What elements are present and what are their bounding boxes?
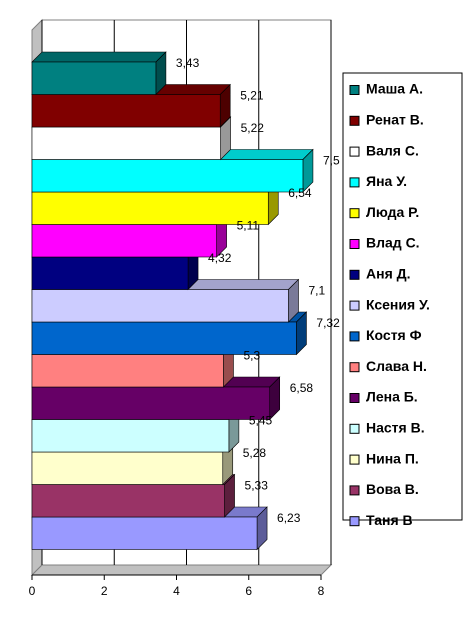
legend-label: Яна У.: [366, 173, 407, 189]
bar: [31, 354, 224, 388]
value-label: 5,21: [240, 89, 264, 103]
legend-label: Нина П.: [366, 450, 419, 466]
value-label: 6,54: [288, 186, 312, 200]
bar: [31, 451, 224, 485]
legend-swatch: [349, 269, 360, 280]
legend-label: Костя Ф: [366, 327, 422, 343]
bar: [31, 159, 304, 193]
value-label: 5,28: [243, 446, 267, 460]
x-tick-label: 6: [245, 584, 252, 598]
floor: [30, 564, 333, 576]
value-label: 5,11: [237, 219, 260, 233]
value-label: 5,33: [245, 479, 269, 493]
value-label: 7,5: [323, 154, 340, 168]
legend-swatch: [349, 146, 360, 157]
x-tick-label: 0: [29, 584, 36, 598]
bar: [31, 61, 157, 95]
legend-label: Влад С.: [366, 235, 420, 251]
legend-label: Аня Д.: [366, 266, 411, 282]
bars: 3,43 5,21 5,22 7,5 6,54 5,11 4,32 7,1 7,32 5,3 6,5…: [31, 51, 340, 551]
bar: [31, 126, 221, 160]
bar-top: [31, 51, 167, 63]
value-label: 7,32: [316, 316, 340, 330]
legend-label: Настя В.: [366, 420, 425, 436]
legend-swatch: [349, 454, 360, 465]
legend-swatch: [349, 177, 360, 188]
legend-label: Ренат В.: [366, 112, 424, 128]
legend-swatch: [349, 85, 360, 95]
bar: [31, 289, 289, 323]
bar: [31, 94, 221, 128]
bar: [31, 386, 271, 420]
value-label: 5,45: [249, 414, 273, 428]
legend-label: Лена Б.: [366, 389, 418, 405]
value-label: 7,1: [308, 284, 325, 298]
bar: [31, 516, 258, 550]
legend-swatch: [349, 239, 360, 249]
legend-swatch: [349, 423, 360, 434]
legend-label: Таня В: [366, 512, 413, 528]
legend-label: Ксения У.: [366, 296, 430, 312]
value-label: 5,3: [243, 349, 260, 363]
bar: [31, 419, 230, 453]
x-tick-label: 2: [101, 584, 108, 598]
legend-swatch: [349, 362, 360, 373]
bar: [31, 191, 269, 225]
value-label: 5,22: [241, 121, 265, 135]
x-tick-label: 8: [318, 584, 325, 598]
value-label: 6,58: [290, 381, 314, 395]
bar: [31, 484, 225, 518]
legend-swatch: [349, 485, 360, 496]
legend-items: Маша А. Ренат В. Валя С. Яна У. Люда Р. Влад …: [349, 81, 430, 528]
legend-label: Маша А.: [366, 81, 423, 97]
x-tick-label: 4: [173, 584, 180, 598]
bar: [31, 224, 217, 258]
bar: [31, 256, 189, 290]
value-label: 3,43: [176, 56, 200, 70]
legend-swatch: [349, 300, 360, 311]
bar: [31, 321, 297, 355]
legend-swatch: [349, 208, 360, 219]
legend-swatch: [349, 331, 360, 342]
legend-label: Валя С.: [366, 142, 419, 158]
value-label: 4,32: [208, 251, 232, 265]
legend-swatch: [349, 115, 360, 126]
legend-swatch: [349, 516, 360, 527]
legend-label: Слава Н.: [366, 358, 427, 374]
legend-label: Вова В.: [366, 481, 419, 497]
value-label: 6,23: [277, 511, 301, 525]
legend-swatch: [349, 393, 360, 403]
legend: [342, 72, 463, 521]
legend-label: Люда Р.: [366, 204, 419, 220]
